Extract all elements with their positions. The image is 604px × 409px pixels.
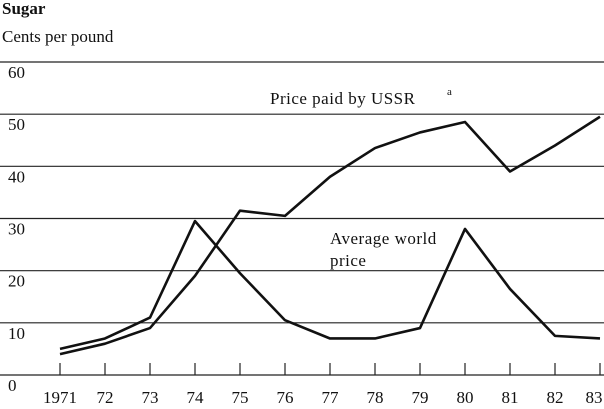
series-footnote: a [447,86,452,98]
x-tick-label: 79 [412,388,429,407]
chart-title: Sugar [2,0,46,18]
y-tick-label: 40 [8,167,25,186]
series-label: Price paid by USSR [270,89,416,108]
y-tick-label: 60 [8,63,25,82]
series-line [59,115,601,356]
y-tick-label: 30 [8,220,25,239]
y-tick-label: 10 [8,324,25,343]
x-tick-label: 80 [457,388,474,407]
x-tick-label: 73 [142,388,159,407]
x-tick-label: 72 [97,388,114,407]
x-tick-label: 76 [277,388,294,407]
y-tick-label: 0 [8,376,17,395]
x-tick-label: 83 [586,388,603,407]
x-tick-label: 1971 [43,388,77,407]
x-tick-label: 75 [232,388,249,407]
series-label-box: Average world price [330,229,437,270]
x-tick-label: 82 [547,388,564,407]
series-label: Average world price [330,229,437,270]
x-tick-label: 74 [187,388,205,407]
y-tick-label: 50 [8,115,25,134]
x-tick-label: 78 [367,388,384,407]
chart-subtitle: Cents per pound [2,27,114,46]
series-line [59,219,601,351]
y-tick-label: 20 [8,272,25,291]
x-tick-label: 81 [502,388,519,407]
x-tick-label: 77 [322,388,340,407]
